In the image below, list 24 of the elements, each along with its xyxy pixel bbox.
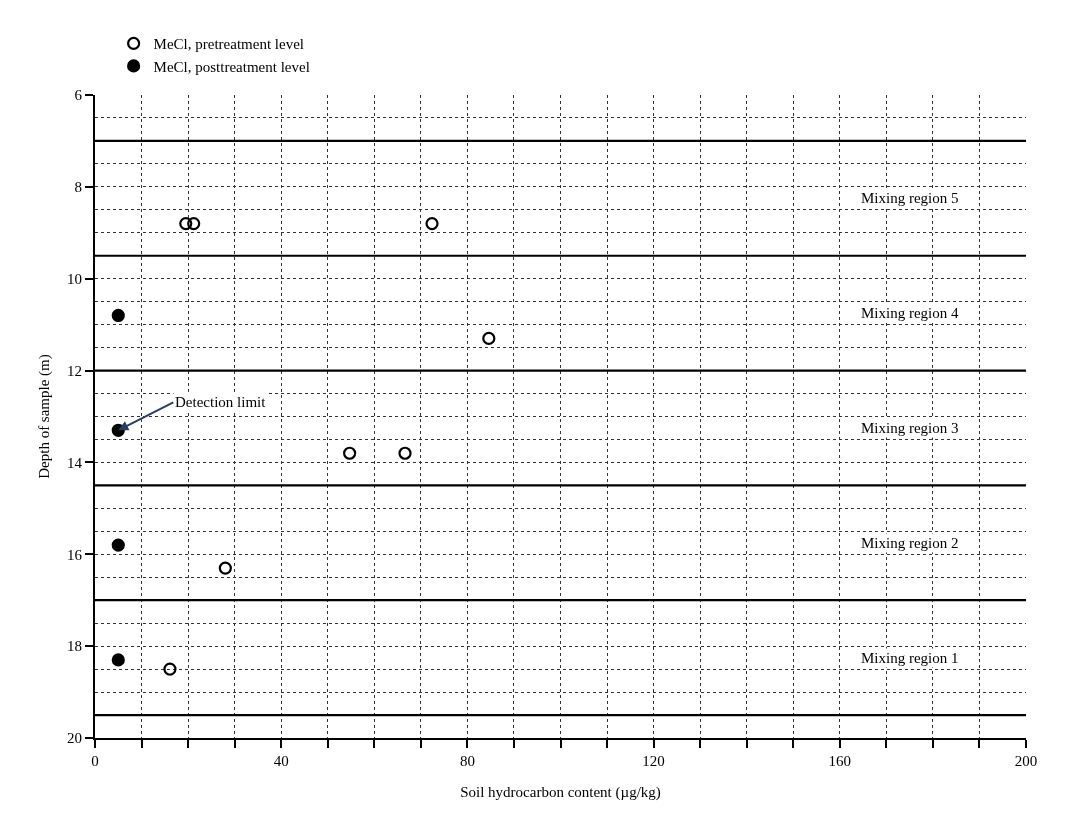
x-tick-label: 120	[642, 753, 665, 769]
annotation: Mixing region 3	[861, 420, 959, 436]
x-tick-label: 80	[459, 753, 475, 769]
y-axis-title: Depth of sample (m)	[35, 354, 53, 479]
annotation: Detection limit	[175, 394, 267, 410]
y-tick-label: 8	[74, 179, 82, 196]
y-tick-label: 6	[74, 87, 83, 104]
legend-label: MeCl, posttreatment level	[153, 58, 310, 75]
x-tick-label: 160	[828, 753, 852, 769]
annotation: Mixing region 5	[861, 190, 959, 206]
legend-label: MeCl, pretreatment level	[153, 36, 304, 53]
y-tick-label: 20	[67, 730, 82, 747]
annotation: Mixing region 4	[861, 305, 959, 321]
x-tick-label: 40	[273, 753, 289, 769]
x-axis-title: Soil hydrocarbon content (µg/kg)	[460, 783, 661, 801]
y-tick-label: 16	[67, 546, 83, 563]
y-tick-label: 18	[67, 638, 82, 655]
annotation: Mixing region 1	[861, 650, 959, 666]
y-tick-label: 12	[67, 362, 82, 379]
x-tick-label: 0	[91, 753, 99, 769]
x-tick-label: 200	[1014, 753, 1038, 769]
y-tick-label: 14	[67, 454, 83, 471]
annotation: Mixing region 2	[861, 535, 959, 551]
y-tick-label: 10	[67, 270, 82, 287]
